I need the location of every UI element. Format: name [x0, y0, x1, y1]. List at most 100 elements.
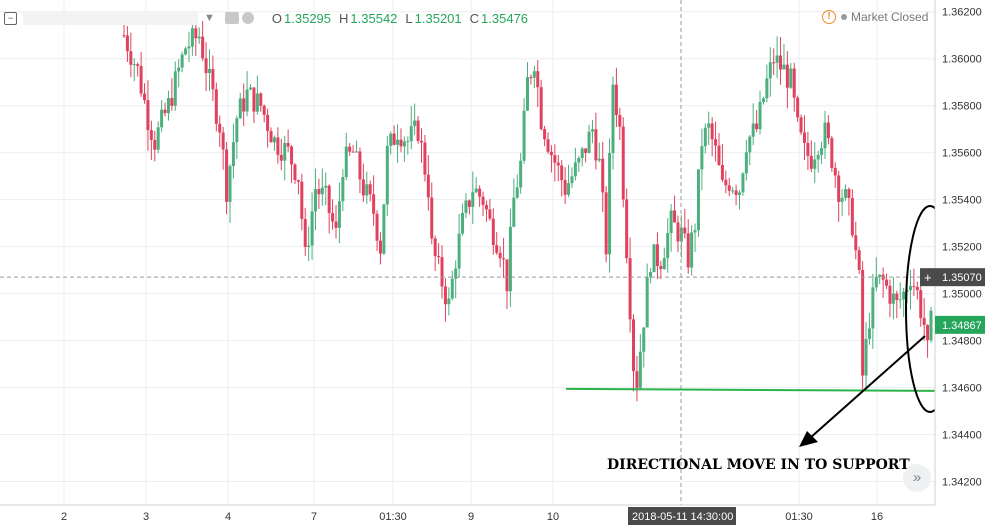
candle-body: [355, 151, 359, 153]
candle-body: [351, 151, 355, 153]
candle-body: [861, 270, 865, 376]
symbol-title[interactable]: [23, 11, 198, 25]
candle-body: [190, 28, 194, 47]
candle-body: [526, 77, 529, 111]
candle-body: [372, 194, 376, 214]
candle-body: [252, 87, 256, 112]
candle-body: [245, 89, 249, 112]
candle-body: [187, 46, 191, 49]
candle-body: [184, 48, 188, 55]
candle-body: [796, 97, 800, 118]
candle-body: [611, 84, 615, 153]
time-tick-label: 3: [143, 511, 149, 523]
time-tick-label: 2: [61, 511, 67, 523]
candle-body: [307, 245, 311, 247]
candle-body: [180, 54, 184, 68]
candle-body: [871, 287, 875, 329]
candle-body: [775, 55, 779, 63]
candle-body: [464, 200, 468, 213]
candle-body: [416, 120, 420, 141]
candle-body: [361, 179, 365, 196]
candle-body: [898, 299, 902, 301]
candle-body: [666, 233, 670, 259]
candle-body: [779, 55, 783, 70]
candle-body: [423, 142, 427, 175]
candle-body: [632, 319, 636, 372]
candle-body: [334, 221, 338, 228]
candle-body: [170, 98, 174, 106]
candle-body: [508, 226, 512, 292]
candle-body: [601, 158, 605, 193]
candle-body: [204, 58, 208, 74]
price-tick-label: 1.34200: [942, 477, 982, 489]
candle-body: [450, 278, 454, 299]
candle-body: [313, 189, 317, 212]
candle-body: [348, 146, 352, 152]
candle-body: [467, 200, 471, 207]
candle-body: [481, 196, 485, 206]
candle-body: [454, 268, 458, 279]
candle-body: [368, 184, 372, 195]
candle-body: [908, 286, 912, 291]
candle-body: [337, 201, 341, 228]
candle-body: [344, 146, 348, 178]
candle-body: [194, 28, 198, 39]
candle-body: [652, 244, 656, 272]
support-line: [565, 387, 937, 392]
gear-icon[interactable]: [241, 12, 254, 24]
last-price-label: 1.34867: [942, 320, 982, 332]
candle-body: [563, 180, 567, 195]
candle-body: [143, 93, 147, 101]
candle-body: [211, 69, 215, 90]
candle-body: [290, 146, 294, 165]
candle-body: [724, 179, 728, 186]
candle-body: [642, 327, 646, 352]
candle-body: [929, 310, 933, 341]
candle-body: [173, 71, 177, 106]
candle-body: [556, 162, 560, 166]
candle-body: [567, 183, 571, 195]
candle-body: [720, 165, 724, 180]
candle-body: [625, 199, 629, 259]
price-tick-label: 1.36200: [942, 7, 982, 19]
candle-body: [389, 133, 393, 146]
candle-body: [772, 62, 776, 64]
candle-body: [231, 142, 235, 167]
candle-body: [669, 210, 673, 234]
price-tick-label: 1.35600: [942, 148, 982, 160]
candle-body: [406, 141, 410, 143]
candle-body: [365, 184, 369, 196]
candle-body: [132, 64, 136, 66]
candle-body: [820, 148, 824, 155]
price-tick-label: 1.35000: [942, 289, 982, 301]
candle-body: [532, 71, 536, 78]
candle-body: [738, 192, 742, 195]
chevron-down-icon[interactable]: ▼: [204, 12, 215, 24]
candle-body: [166, 98, 170, 114]
collapse-legend-button[interactable]: −: [4, 11, 17, 25]
candle-body: [437, 255, 441, 258]
candle-body: [382, 204, 386, 254]
candle-body: [296, 180, 300, 182]
candle-body: [324, 185, 328, 188]
price-tick-label: 1.36000: [942, 54, 982, 66]
time-tick-label: 7: [311, 511, 317, 523]
candle-body: [748, 136, 752, 153]
market-status[interactable]: ! Market Closed: [822, 10, 928, 24]
price-axis[interactable]: [935, 0, 985, 505]
candle-body: [491, 218, 495, 246]
candle-body: [809, 155, 813, 169]
candle-body: [177, 67, 181, 72]
candle-body: [279, 154, 283, 161]
candle-body: [149, 130, 153, 140]
eye-icon[interactable]: [224, 12, 239, 24]
svg-text:+: +: [924, 270, 932, 285]
candle-body: [392, 133, 396, 145]
time-tick-label: 10: [547, 511, 559, 523]
scroll-to-realtime-button[interactable]: »: [903, 464, 931, 492]
candle-body: [300, 181, 304, 219]
candle-body: [707, 123, 711, 128]
candle-body: [430, 197, 434, 239]
candle-body: [744, 152, 748, 174]
